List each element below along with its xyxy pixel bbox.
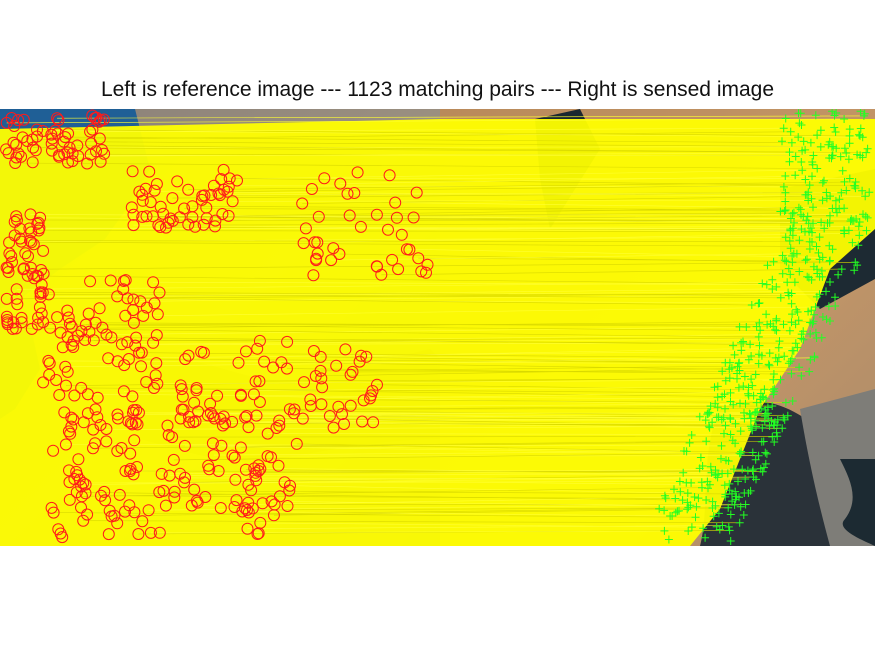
- matching-visualization: [0, 109, 875, 546]
- matching-svg: [0, 109, 875, 546]
- figure-title: Left is reference image --- 1123 matchin…: [0, 78, 875, 102]
